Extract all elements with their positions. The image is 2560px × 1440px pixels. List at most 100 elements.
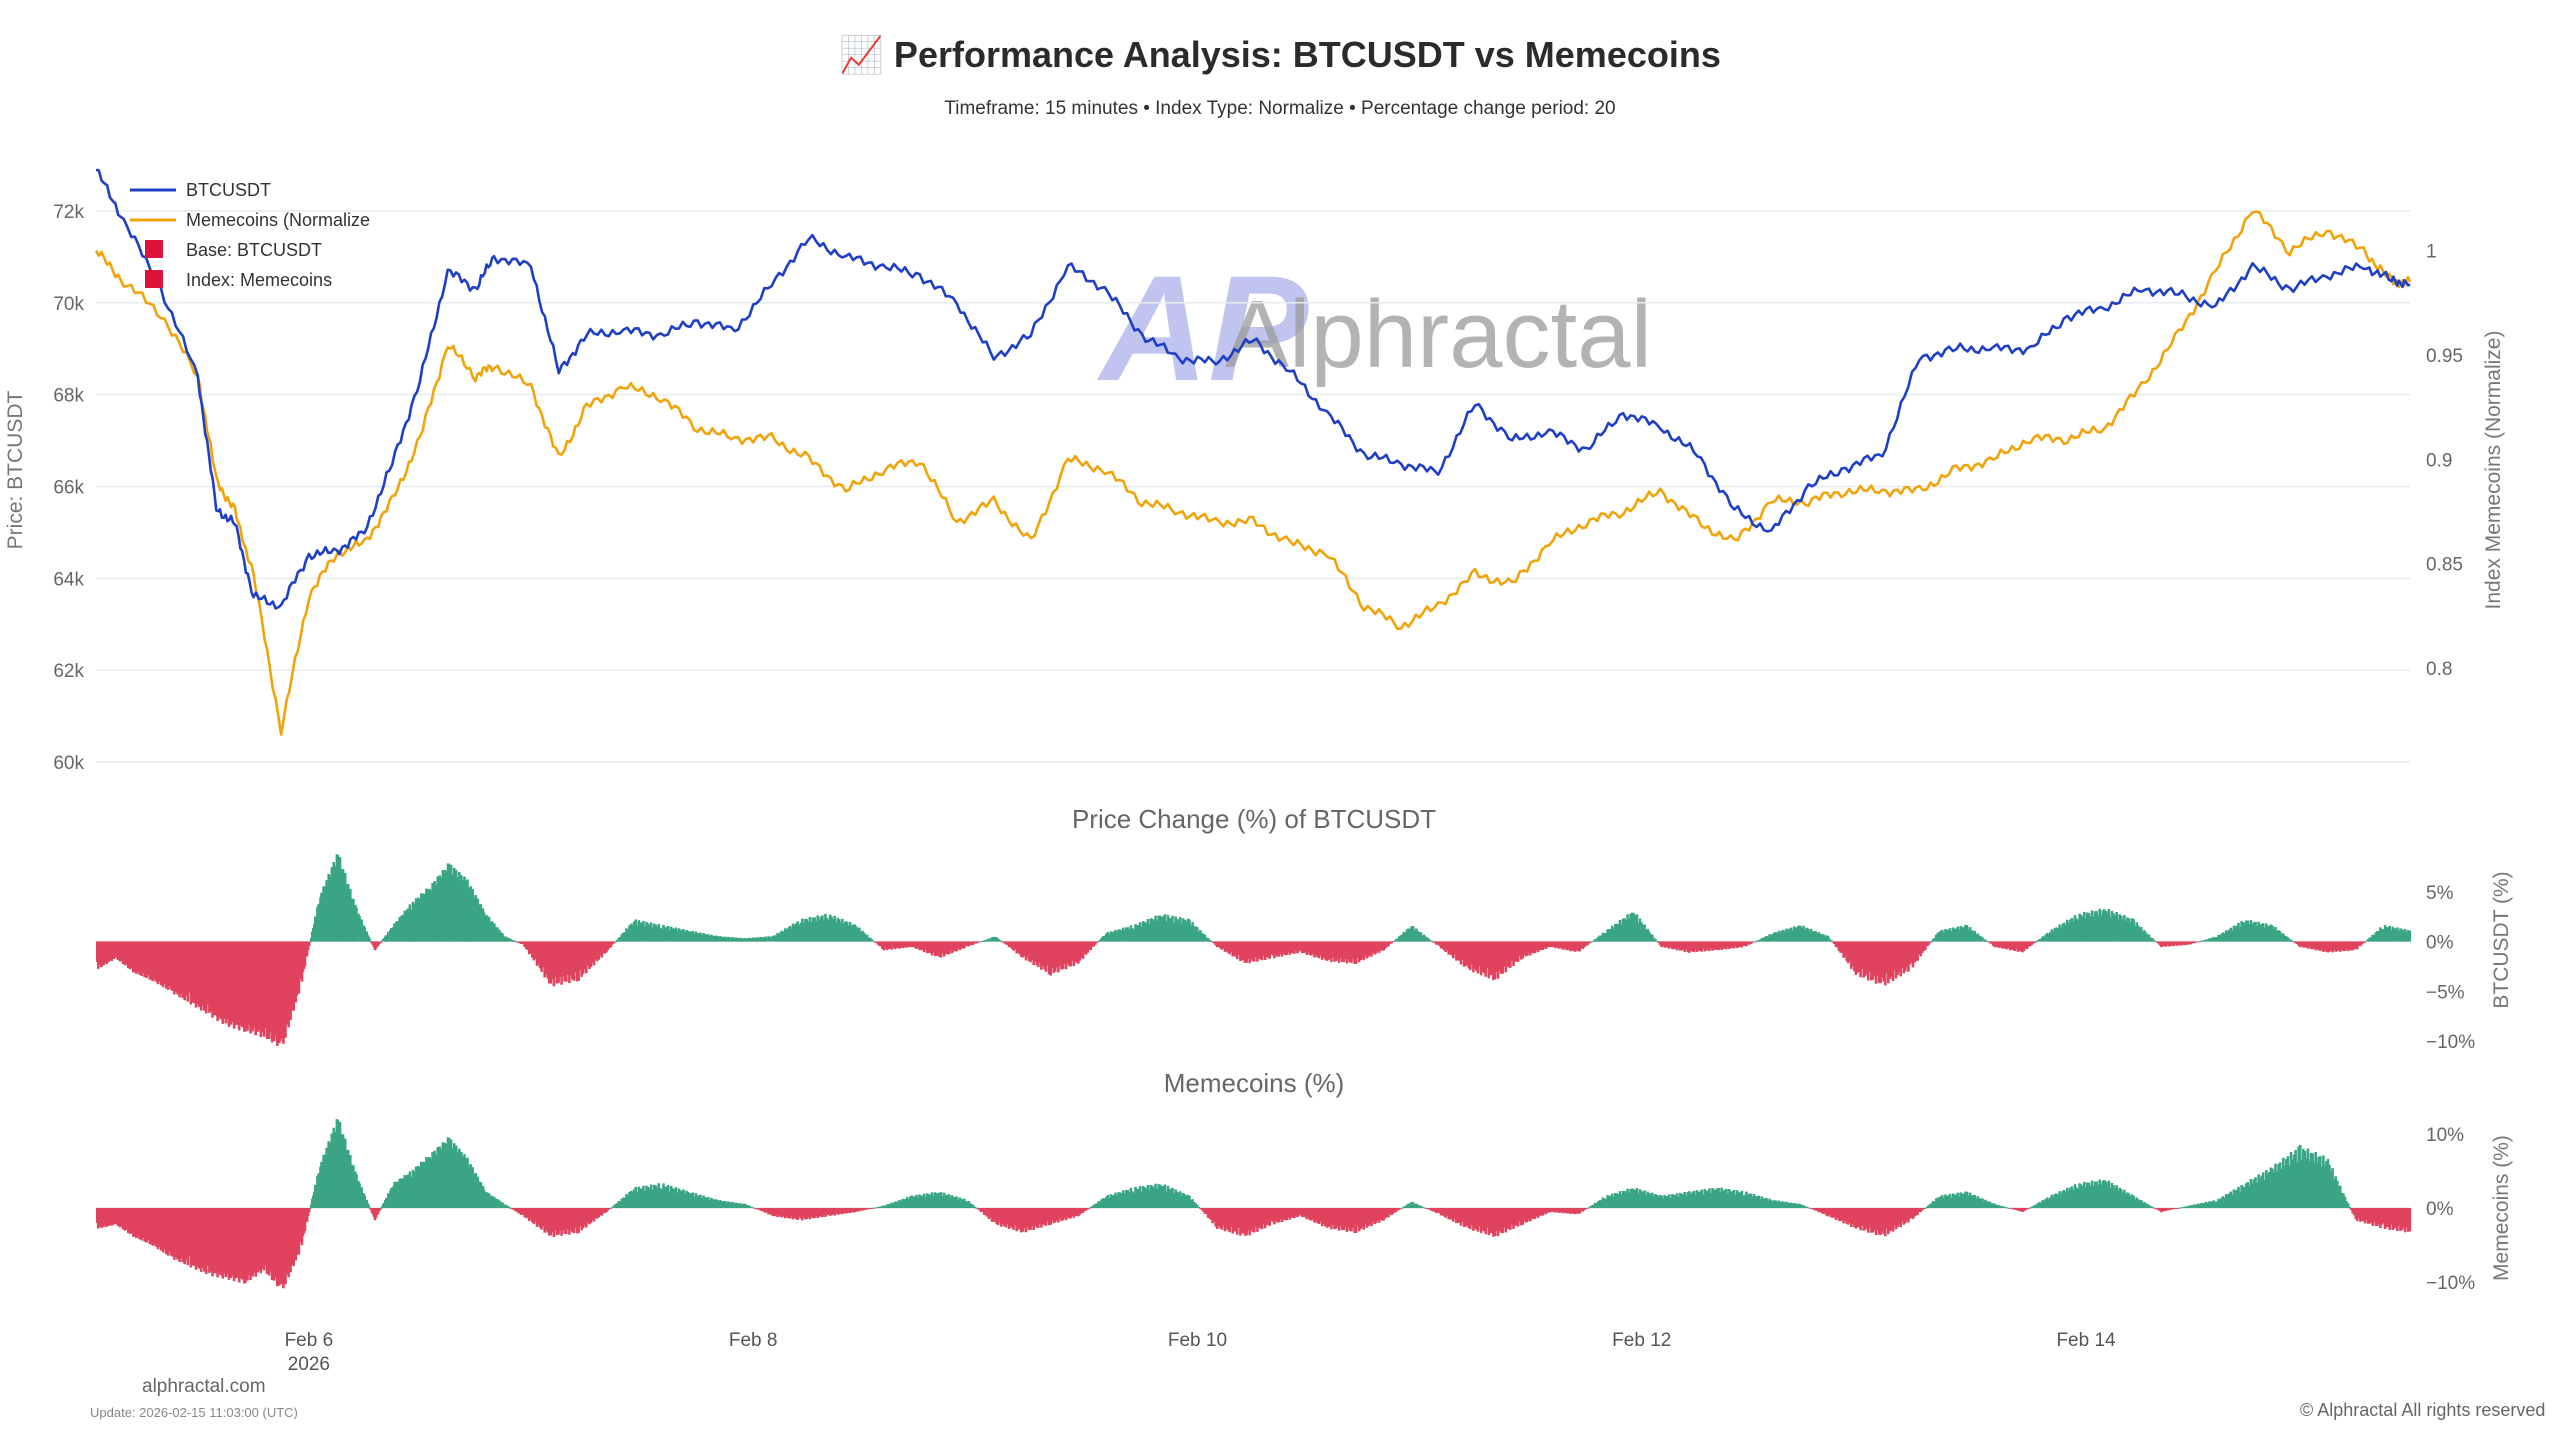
memecoins-change-bar <box>1587 1207 1591 1209</box>
memecoins-change-bar <box>851 1208 855 1213</box>
memecoins-change-bar <box>2136 1199 2140 1208</box>
btc-change-bar <box>1550 941 1554 948</box>
btc-change-bar <box>2351 941 2354 951</box>
memecoins-change-bar <box>1771 1201 1774 1208</box>
memecoins-change-bar <box>1314 1208 1318 1221</box>
memecoins-change-bar <box>1310 1208 1313 1221</box>
btc-change-bar <box>1226 941 1230 953</box>
btc-change-bar <box>1100 938 1103 942</box>
memecoins-change-bar <box>1908 1208 1912 1219</box>
legend-item[interactable]: Memecoins (Normalize <box>130 210 370 230</box>
btc-change-bar <box>1948 928 1952 942</box>
memecoins-change-bar <box>2394 1208 2398 1228</box>
main-chart-grid <box>96 210 2410 763</box>
btc-change-bar <box>1148 923 1151 942</box>
memecoins-change-bar <box>673 1189 676 1208</box>
memecoins-change-bar <box>2101 1180 2105 1208</box>
memecoins-change-bar <box>1155 1188 1159 1208</box>
memecoins-change-bar <box>1816 1208 1819 1211</box>
memecoins-change-bar <box>2351 1208 2354 1214</box>
memecoins-change-bar <box>1385 1208 1389 1218</box>
btc-change-bar <box>1927 941 1930 946</box>
memecoins-change-bar <box>2007 1208 2010 1209</box>
btc-change-bar <box>1587 941 1591 944</box>
btc-change-bar <box>2396 927 2399 942</box>
legend-item[interactable]: Index: Memecoins <box>145 270 332 290</box>
memecoins-change-bar <box>2075 1187 2078 1208</box>
btc-change-bar <box>2226 931 2229 942</box>
memecoins-change-bar <box>1373 1208 1376 1225</box>
memecoins-change-bar <box>549 1208 553 1236</box>
btc-change-bar <box>1561 941 1565 950</box>
btc-change-bar <box>1607 929 1611 942</box>
btc-change-bar <box>1987 941 1990 943</box>
memecoins-change-bar <box>2204 1201 2208 1208</box>
btc-change-bar <box>544 941 548 975</box>
memecoins-change-bar <box>2086 1182 2089 1208</box>
memecoins-change-bar <box>1223 1208 1227 1232</box>
btc-change-bar <box>2133 926 2137 942</box>
btc-change-bar <box>1416 931 1420 942</box>
memecoins-change-bar <box>1632 1189 1636 1208</box>
btc-change-bar <box>1162 916 1165 942</box>
memecoins-change-bar <box>2052 1197 2055 1208</box>
memecoins-change-bar <box>2391 1208 2395 1230</box>
btc-change-bar <box>565 941 568 982</box>
btc-change-bar <box>1026 941 1029 958</box>
memecoins-change-bar <box>1728 1189 1731 1208</box>
memecoins-change-bar <box>1876 1208 1879 1230</box>
memecoins-change-bar <box>686 1192 690 1208</box>
memecoins-change-bar <box>935 1192 938 1208</box>
memecoins-change-bar <box>2135 1197 2138 1208</box>
btc-change-bar <box>1425 937 1429 942</box>
memecoins-change-bar <box>1078 1208 1082 1215</box>
btc-change-bar <box>818 919 821 942</box>
btc-change-bar <box>1846 941 1850 964</box>
btc-change-bar <box>2076 920 2080 942</box>
btc-change-bar <box>558 941 562 977</box>
footer-site[interactable]: alphractal.com <box>142 1376 266 1397</box>
bar-y-tick-label: 10% <box>2426 1125 2464 1146</box>
memecoins-change-bar <box>1371 1208 1375 1222</box>
memecoins-change-bar <box>961 1199 964 1208</box>
btc-change-bar <box>2303 941 2307 948</box>
btc-change-bar <box>615 939 619 942</box>
btc-change-bar <box>1749 941 1753 944</box>
btc-change-bar <box>731 937 735 942</box>
btc-change-bar <box>1777 930 1781 942</box>
btc-change-bar <box>1317 941 1321 959</box>
memecoins-change-bar <box>1631 1188 1634 1208</box>
legend-item[interactable]: Base: BTCUSDT <box>145 240 322 260</box>
btc-change-bar <box>2295 941 2299 944</box>
memecoins-change-bar <box>964 1201 968 1208</box>
memecoins-change-bar <box>1527 1208 1531 1220</box>
memecoins-change-bar <box>1009 1208 1012 1227</box>
memecoins-change-bar <box>1411 1202 1415 1208</box>
memecoins-change-bar <box>1337 1208 1341 1231</box>
memecoins-change-bar <box>1896 1208 1899 1228</box>
memecoins-change-bar <box>1521 1208 1524 1225</box>
btc-change-bar <box>1694 941 1697 950</box>
btc-change-bar <box>881 941 884 950</box>
btc-change-bar <box>1786 930 1790 942</box>
btc-change-bar <box>1328 941 1332 959</box>
btc-change-bar <box>1236 941 1239 960</box>
legend-item[interactable]: BTCUSDT <box>130 180 271 200</box>
btc-change-bar <box>1029 941 1032 963</box>
btc-change-bar <box>981 941 985 942</box>
btc-change-bar <box>2039 938 2043 942</box>
btc-change-bar <box>1590 941 1594 943</box>
btc-change-bar <box>699 932 702 942</box>
btc-change-bar <box>540 941 543 972</box>
btc-change-bar <box>1091 941 1094 947</box>
memecoins-change-bar <box>680 1191 684 1208</box>
memecoins-change-bar <box>2186 1206 2189 1208</box>
memecoins-change-bar <box>2326 1158 2330 1208</box>
btc-change-bar <box>617 937 620 942</box>
btc-change-bar <box>1814 931 1818 942</box>
btc-change-bar <box>1337 941 1341 963</box>
btc-change-bar <box>1646 928 1649 942</box>
memecoins-change-bar <box>2346 1203 2350 1208</box>
btc-change-bar <box>1746 941 1750 945</box>
memecoins-change-bar <box>2373 1208 2376 1223</box>
